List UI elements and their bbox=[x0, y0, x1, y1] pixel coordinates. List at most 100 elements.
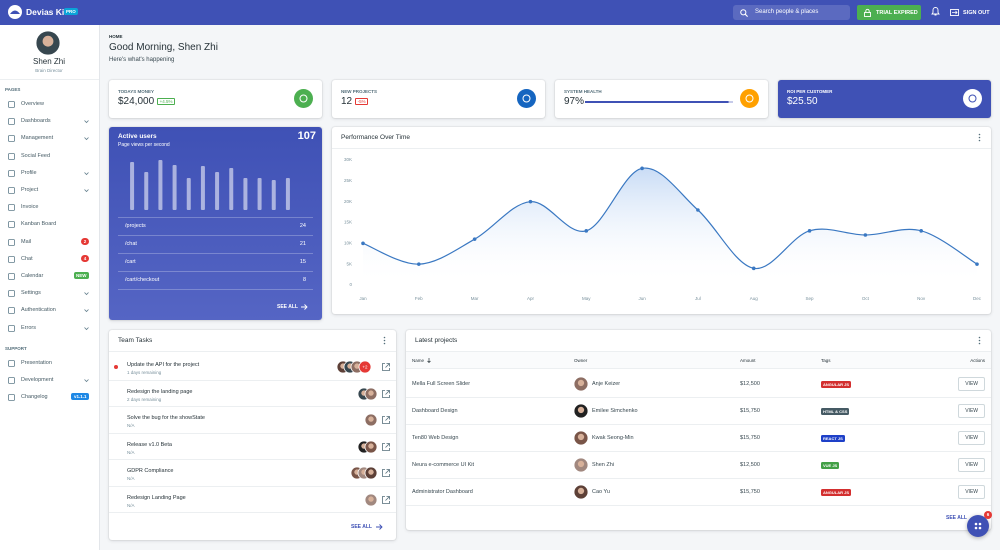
nav-label: Project bbox=[21, 187, 39, 193]
bar bbox=[271, 180, 276, 210]
active-users-subtitle: Page views per second bbox=[118, 142, 170, 148]
signout-box bbox=[950, 9, 959, 16]
avatar bbox=[364, 493, 378, 506]
nav-item[interactable]: Presentation bbox=[0, 355, 99, 372]
avatar-face bbox=[368, 495, 374, 502]
view-button[interactable]: VIEW bbox=[958, 431, 985, 445]
avatar-face bbox=[354, 363, 360, 369]
nav-item[interactable]: Changelog v1.1.1 bbox=[0, 389, 99, 406]
x-tick-label: Jan bbox=[359, 296, 367, 301]
table-header: Name Owner Amount Tags Actions bbox=[406, 352, 991, 369]
page-views: 8 bbox=[302, 277, 306, 283]
section-title: PAGES bbox=[5, 87, 21, 92]
fab-icon-dot bbox=[978, 522, 982, 526]
signout-button[interactable]: SIGN OUT bbox=[948, 5, 993, 20]
fab-icon-dot bbox=[978, 526, 982, 530]
search-icon bbox=[740, 9, 748, 17]
nav-icon bbox=[8, 101, 15, 108]
task-row[interactable]: Redesign the landing page 2 days remainin… bbox=[109, 381, 396, 407]
nav-icon-shape bbox=[8, 187, 15, 194]
search-box[interactable]: Search people & places bbox=[733, 5, 850, 20]
trial-button[interactable]: TRIAL EXPIRED bbox=[857, 5, 921, 20]
divider bbox=[406, 351, 991, 352]
arrow bbox=[301, 304, 308, 310]
table-row: Dashboard Design Emilee Simchenko $15,750 H… bbox=[406, 398, 991, 425]
nav-item[interactable]: Invoice bbox=[0, 199, 99, 216]
nav-item[interactable]: Dashboards bbox=[0, 113, 99, 130]
task-row[interactable]: Update the API for the project 1 days rem… bbox=[109, 354, 396, 381]
nav-item[interactable]: Development bbox=[0, 372, 99, 389]
nav-item[interactable]: Management bbox=[0, 130, 99, 147]
nav-item[interactable]: Mail 2 bbox=[0, 234, 99, 251]
nav-icon bbox=[8, 394, 15, 402]
bar bbox=[243, 178, 248, 210]
signout-arrow bbox=[952, 10, 958, 15]
nav-item[interactable]: Settings bbox=[0, 285, 99, 302]
nav-icon bbox=[8, 377, 15, 384]
active-users-card: Active users Page views per second 107/pro… bbox=[109, 127, 322, 320]
active-users-title: Active users bbox=[118, 133, 157, 140]
brand: Devias Kit bbox=[26, 7, 68, 17]
see-all-button[interactable]: SEE ALL bbox=[345, 521, 390, 533]
task-row[interactable]: Solve the bug for the showState N/A bbox=[109, 407, 396, 434]
point bbox=[361, 241, 365, 246]
page-path: /cart bbox=[125, 259, 136, 265]
chat-fab[interactable] bbox=[967, 515, 989, 537]
avatar bbox=[364, 413, 378, 427]
task-due: 2 days remaining bbox=[127, 396, 162, 402]
bar bbox=[200, 166, 205, 210]
chevron bbox=[84, 189, 89, 193]
point bbox=[975, 262, 979, 266]
view-button[interactable]: VIEW bbox=[958, 485, 985, 499]
stat-icon-circle bbox=[963, 89, 982, 108]
task-row[interactable]: Release v1.0 Beta N/A bbox=[109, 434, 396, 460]
nav-label: Overview bbox=[21, 101, 44, 107]
view-button[interactable]: VIEW bbox=[958, 458, 985, 472]
nav-item[interactable]: Authentication bbox=[0, 302, 99, 319]
stat-value-row: $24,000 +4.5% bbox=[118, 96, 176, 107]
lock-shackle bbox=[865, 8, 870, 13]
progress-bar bbox=[585, 101, 733, 103]
arrow bbox=[376, 524, 383, 530]
view-button[interactable]: VIEW bbox=[958, 404, 985, 418]
task-row[interactable]: Redesign Landing Page N/A bbox=[109, 487, 396, 513]
stat-card: ROI PER CUSTOMER $25.50 bbox=[778, 80, 991, 118]
nav-item[interactable]: Chat 4 bbox=[0, 251, 99, 268]
task-row[interactable]: GDPR Compliance N/A bbox=[109, 460, 396, 487]
open-icon bbox=[382, 363, 390, 371]
open-icon bbox=[382, 389, 390, 398]
nav-item[interactable]: Calendar NEW bbox=[0, 268, 99, 285]
nav-item[interactable]: Overview bbox=[0, 96, 99, 113]
see-all-button[interactable]: SEE ALL bbox=[269, 301, 314, 313]
see-all-label[interactable]: SEE ALL bbox=[946, 515, 967, 521]
x-tick-label: Mar bbox=[471, 296, 479, 301]
nav-icon-shape bbox=[8, 377, 15, 384]
nav-icon-shape bbox=[8, 152, 15, 160]
open-icon bbox=[382, 495, 390, 504]
nav-icon bbox=[8, 255, 15, 263]
project-owner: Kwak Seong-Min bbox=[592, 435, 634, 441]
nav-item[interactable]: Kanban Board bbox=[0, 216, 99, 233]
bar bbox=[158, 160, 163, 210]
nav-item[interactable]: Project bbox=[0, 182, 99, 199]
task-title: Update the API for the project bbox=[127, 362, 200, 368]
fab-badge: 6 bbox=[984, 511, 992, 519]
task-title: GDPR Compliance bbox=[127, 468, 174, 474]
nav-item[interactable]: Social Feed bbox=[0, 148, 99, 165]
open-icon bbox=[382, 442, 390, 451]
nav-item[interactable]: Profile bbox=[0, 165, 99, 182]
nav-label: Calendar bbox=[21, 273, 44, 279]
bell bbox=[931, 7, 940, 16]
view-button[interactable]: VIEW bbox=[958, 377, 985, 391]
project-name: Dashboard Design bbox=[412, 408, 458, 414]
task-title: Redesign the landing page bbox=[127, 388, 193, 395]
stat-label: SYSTEM HEALTH bbox=[564, 89, 602, 94]
line-chart: 0 5K 10K 15K 20K 25K 30K Jan Feb Mar Apr May Jun Jul A… bbox=[344, 157, 982, 301]
page-path: /cart/checkout bbox=[125, 277, 160, 283]
nav-item[interactable]: Errors bbox=[0, 320, 99, 337]
divider bbox=[109, 351, 396, 352]
column-header: Owner bbox=[574, 358, 588, 363]
nav-icon bbox=[8, 169, 15, 177]
area-fill bbox=[363, 168, 977, 285]
avatar bbox=[573, 484, 589, 500]
